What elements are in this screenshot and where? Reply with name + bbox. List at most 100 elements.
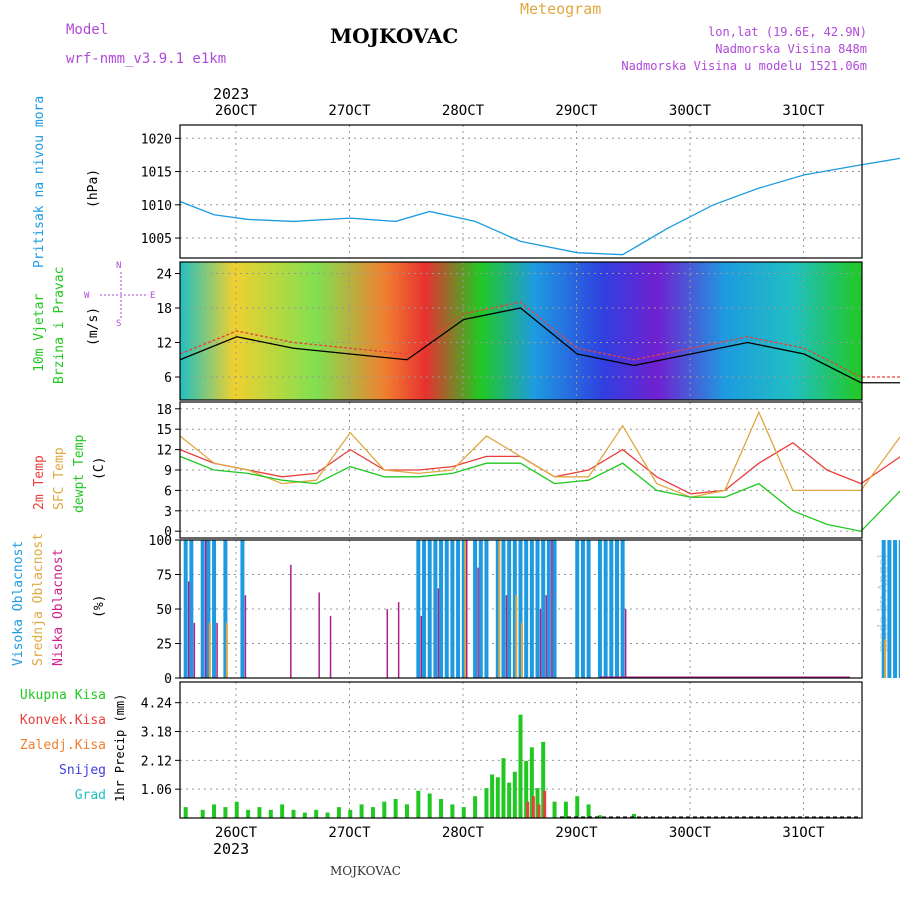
- temp-unit: (C): [92, 457, 107, 480]
- lonlat-text: lon,lat (19.6E, 42.9N): [708, 25, 867, 39]
- bar-0: [422, 540, 427, 678]
- pressure-unit: (hPa): [86, 169, 101, 208]
- bar-0: [524, 540, 529, 678]
- bar-0: [223, 807, 228, 818]
- precip-legend-4: Grad: [75, 788, 106, 803]
- bar-0: [898, 540, 900, 678]
- bar-0: [535, 788, 540, 818]
- panel-frame: [179, 124, 863, 259]
- series-line-0: [179, 307, 900, 384]
- bar-0: [529, 747, 534, 818]
- bar-0: [575, 540, 580, 678]
- y-tick-label: 100: [149, 534, 172, 549]
- bar-0: [246, 809, 251, 818]
- bar-0: [484, 540, 489, 678]
- y-tick-label: 0: [164, 672, 172, 687]
- cloud-title-2: Srednja Oblacnost: [31, 533, 46, 666]
- bar-0: [456, 540, 461, 678]
- bar-0: [490, 774, 495, 818]
- x-tick-label-bottom: 31OCT: [782, 825, 825, 841]
- wind-unit: (m/s): [86, 307, 101, 346]
- y-tick-label: 6: [164, 484, 172, 499]
- bar-2: [290, 564, 292, 678]
- panel-frame: [179, 681, 863, 819]
- x-tick-label-top: 31OCT: [782, 103, 825, 119]
- y-tick-label: 1005: [141, 232, 172, 247]
- bar-0: [183, 807, 188, 818]
- bar-0: [535, 540, 540, 678]
- bar-2: [329, 615, 332, 678]
- compass-north: N: [116, 261, 121, 271]
- x-tick-label-top: 29OCT: [555, 103, 598, 119]
- bar-0: [495, 777, 500, 818]
- bar-0: [444, 540, 449, 678]
- bar-0: [348, 809, 353, 818]
- y-tick-label: 18: [156, 302, 172, 317]
- precip-legend-1: Konvek.Kisa: [20, 713, 106, 728]
- pressure-title: Pritisak na nivou mora: [32, 96, 47, 268]
- y-tick-label: 75: [156, 569, 172, 584]
- bar-1: [521, 622, 523, 678]
- panel-frame: [179, 261, 863, 401]
- pressure-labels: Pritisak na nivou mora (hPa): [32, 96, 101, 268]
- temp-title-2: SFC Temp: [52, 447, 67, 510]
- bar-2: [466, 540, 468, 678]
- bar-1: [537, 804, 541, 818]
- bar-2: [386, 609, 389, 678]
- plot-layer: 1005 1010 1015 1020 6 12 18 24 0 3 6 9 12 15 18 0 25 50 75…: [141, 103, 900, 841]
- model-elevation-text: Nadmorska Visina u modelu 1521.06m: [621, 59, 867, 73]
- y-tick-label: 1.06: [141, 783, 172, 798]
- elevation-text: Nadmorska Visina 848m: [715, 42, 867, 56]
- bar-0: [223, 540, 228, 678]
- bar-0: [507, 540, 512, 678]
- bar-0: [200, 809, 205, 818]
- bar-0: [507, 782, 512, 818]
- compass-east: E: [150, 291, 155, 301]
- precip-labels: Ukupna Kisa Konvek.Kisa Zaledj.Kisa Snij…: [20, 688, 127, 803]
- bar-0: [614, 540, 619, 678]
- bar-0: [501, 540, 506, 678]
- cloud-title-3: Niska Oblacnost: [51, 549, 66, 666]
- bar-0: [234, 801, 239, 818]
- y-tick-label: 1010: [141, 199, 172, 214]
- wind-title-1: 10m Vjetar: [32, 294, 47, 372]
- bar-2: [539, 609, 542, 678]
- bar-0: [484, 788, 489, 818]
- bar-0: [575, 796, 580, 818]
- x-tick-label-top: 27OCT: [328, 103, 371, 119]
- bar-0: [501, 758, 506, 818]
- x-tick-label-bottom: 26OCT: [215, 825, 258, 841]
- bar-0: [546, 540, 551, 678]
- bar-1: [515, 595, 518, 678]
- bar-2: [397, 602, 400, 678]
- y-tick-label: 50: [156, 603, 172, 618]
- bar-0: [887, 540, 892, 678]
- bar-0: [280, 804, 285, 818]
- bar-0: [881, 540, 886, 678]
- bar-2: [244, 595, 247, 678]
- bar-0: [512, 540, 517, 678]
- x-tick-label-bottom: 29OCT: [555, 825, 598, 841]
- bar-0: [586, 804, 591, 818]
- bar-0: [541, 540, 546, 678]
- footer-station: MOJKOVAC: [330, 864, 401, 878]
- bar-0: [291, 809, 296, 818]
- series-line-1: [179, 410, 900, 498]
- y-tick-label: 6: [164, 371, 172, 386]
- bar-0: [518, 714, 523, 818]
- y-tick-label: 15: [156, 423, 172, 438]
- bar-0: [433, 540, 438, 678]
- bar-1: [225, 622, 228, 678]
- cloud-labels: Visoka Oblacnost Srednja Oblacnost Niska…: [11, 533, 107, 666]
- bar-0: [212, 804, 217, 818]
- x-tick-label-top: 28OCT: [442, 103, 485, 119]
- bar-0: [382, 801, 387, 818]
- bar-0: [183, 540, 188, 678]
- bar-0: [552, 540, 557, 678]
- bar-2: [193, 622, 196, 678]
- bar-1: [464, 540, 467, 678]
- y-tick-label: 24: [156, 268, 172, 283]
- bar-0: [200, 540, 205, 678]
- temp-title-3: dewpt Temp: [72, 435, 87, 513]
- bar-0: [541, 741, 546, 818]
